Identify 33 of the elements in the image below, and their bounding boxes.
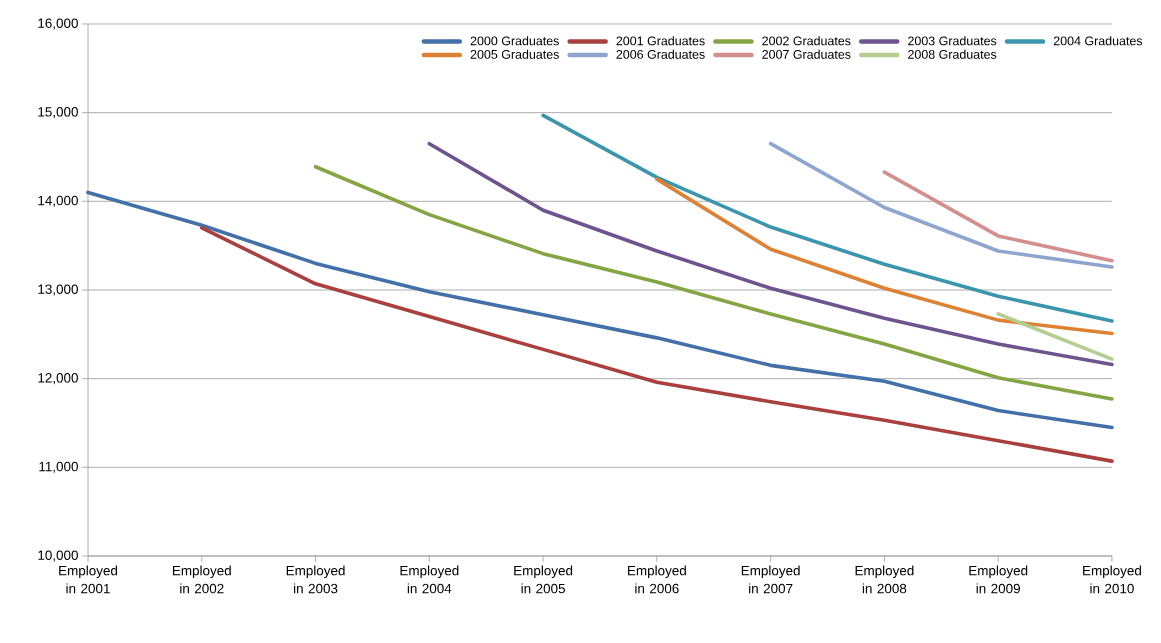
line-series: [427, 141, 1114, 367]
line-series: [199, 226, 1114, 463]
line-series: [768, 141, 1114, 269]
legend-label: 2008 Graduates: [908, 49, 997, 59]
line-series: [86, 190, 1114, 430]
y-tick-label: 12,000: [38, 373, 78, 385]
line-series: [313, 164, 1114, 401]
y-tick-label: 14,000: [38, 195, 78, 207]
x-tick-label: Employed in 2007: [741, 565, 800, 594]
y-tick-label: 11,000: [39, 461, 78, 473]
x-tick-label: Employed in 2005: [514, 565, 573, 594]
y-tick-label: 16,000: [38, 18, 78, 30]
y-tick-label: 13,000: [38, 284, 78, 296]
legend-label: 2003 Graduates: [908, 36, 997, 46]
y-tick-label: 10,000: [38, 550, 78, 562]
x-tick-label: Employed in 2006: [628, 565, 686, 594]
line-series: [655, 177, 1114, 336]
y-tick-label: 15,000: [38, 107, 78, 119]
line-series: [541, 113, 1114, 323]
x-tick-label: Employed in 2001: [59, 565, 118, 594]
x-tick-label: Employed in 2008: [855, 565, 914, 594]
legend-label: 2006 Graduates: [616, 49, 705, 59]
legend-label: 2004 Graduates: [1053, 36, 1143, 46]
x-tick-label: Employed in 2009: [969, 565, 1028, 594]
legend-label: 2007 Graduates: [762, 49, 851, 59]
legend-label: 2005 Graduates: [470, 49, 559, 59]
x-tick-label: Employed in 2004: [400, 565, 459, 594]
x-tick-label: Employed in 2002: [172, 565, 231, 594]
x-tick-label: Employed in 2010: [1083, 565, 1141, 594]
legend-label: 2000 Graduates: [470, 36, 559, 46]
x-tick-label: Employed in 2003: [286, 565, 345, 594]
legend-label: 2002 Graduates: [762, 36, 851, 46]
legend-label: 2001 Graduates: [616, 36, 705, 46]
